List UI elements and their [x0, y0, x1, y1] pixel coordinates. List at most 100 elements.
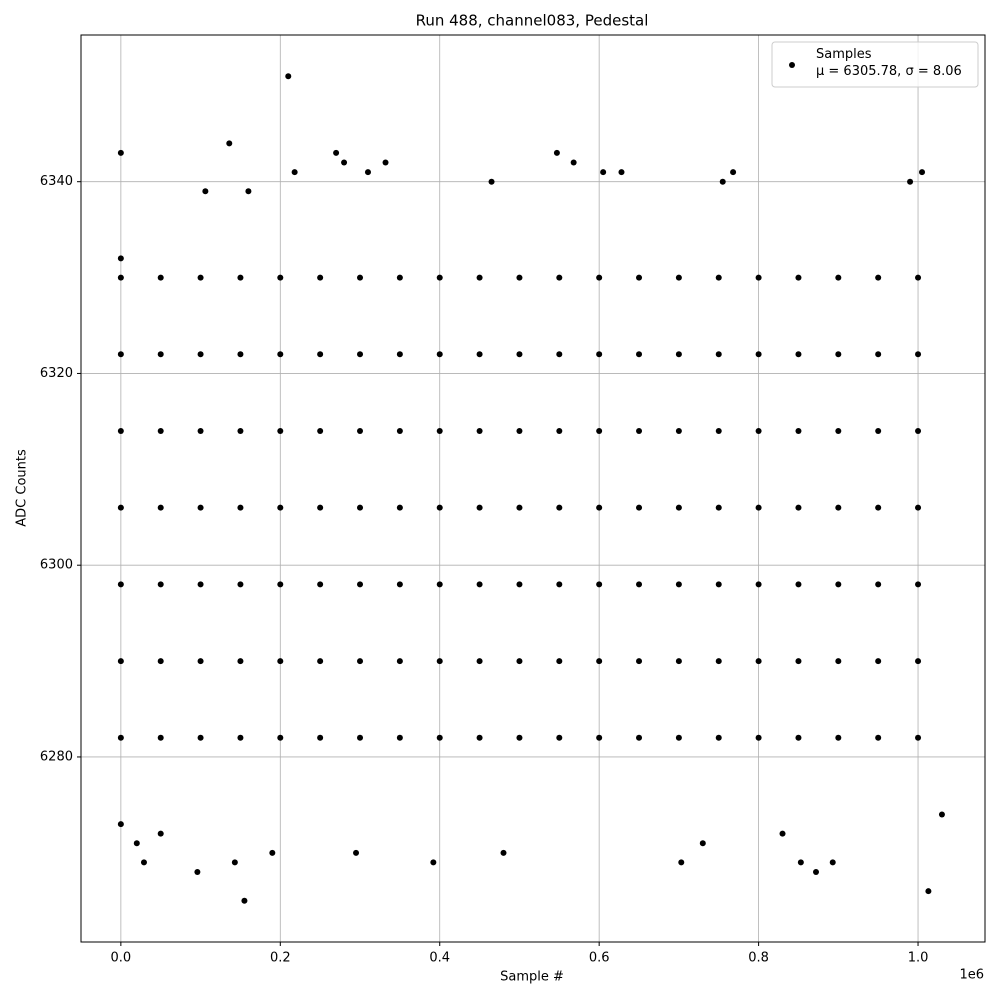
point: [556, 427, 563, 434]
point: [795, 274, 802, 281]
point: [596, 504, 603, 511]
point: [157, 581, 164, 588]
point: [636, 581, 643, 588]
point: [915, 427, 922, 434]
plot-frame: [80, 34, 986, 943]
x-offset-label: 1e6: [959, 968, 984, 983]
point: [795, 427, 802, 434]
point: [596, 427, 603, 434]
point: [357, 734, 364, 741]
point: [553, 149, 560, 156]
point: [197, 274, 204, 281]
point: [241, 897, 248, 904]
legend: Samples μ = 6305.78, σ = 8.06: [771, 41, 979, 88]
point: [237, 504, 244, 511]
point: [341, 159, 348, 166]
point: [364, 169, 371, 176]
point: [675, 734, 682, 741]
point: [194, 869, 201, 876]
point: [715, 581, 722, 588]
point: [556, 351, 563, 358]
point: [357, 581, 364, 588]
point: [436, 658, 443, 665]
point: [476, 427, 483, 434]
point: [596, 581, 603, 588]
point: [269, 849, 276, 856]
point: [317, 658, 324, 665]
point: [636, 734, 643, 741]
point: [277, 581, 284, 588]
point: [875, 734, 882, 741]
point: [755, 734, 762, 741]
point: [516, 658, 523, 665]
point: [197, 658, 204, 665]
y-tick-label: 6280: [40, 749, 73, 764]
y-tick-label: 6320: [40, 366, 73, 381]
point: [835, 581, 842, 588]
point: [570, 159, 577, 166]
point: [678, 859, 685, 866]
point: [382, 159, 389, 166]
point: [357, 658, 364, 665]
point: [915, 274, 922, 281]
point: [117, 351, 124, 358]
point: [596, 351, 603, 358]
point: [875, 351, 882, 358]
point: [133, 840, 140, 847]
grid: [81, 35, 985, 942]
point: [317, 351, 324, 358]
point: [231, 859, 238, 866]
point: [636, 351, 643, 358]
point: [202, 188, 209, 195]
point: [636, 504, 643, 511]
point: [317, 427, 324, 434]
point: [436, 734, 443, 741]
point: [237, 658, 244, 665]
point: [875, 274, 882, 281]
point: [715, 658, 722, 665]
point: [396, 734, 403, 741]
point: [157, 734, 164, 741]
x-tick-label: 0.2: [270, 951, 291, 966]
point: [117, 581, 124, 588]
point: [915, 734, 922, 741]
point: [436, 504, 443, 511]
points: [117, 73, 945, 904]
point: [907, 178, 914, 185]
point: [715, 351, 722, 358]
point: [157, 351, 164, 358]
point: [117, 734, 124, 741]
point: [600, 169, 607, 176]
point: [117, 658, 124, 665]
point: [117, 149, 124, 156]
point: [237, 351, 244, 358]
point: [157, 658, 164, 665]
point: [516, 274, 523, 281]
point: [237, 581, 244, 588]
point: [226, 140, 233, 147]
point: [556, 274, 563, 281]
point: [556, 581, 563, 588]
point: [675, 504, 682, 511]
point: [197, 734, 204, 741]
point: [755, 581, 762, 588]
point: [197, 581, 204, 588]
point: [277, 427, 284, 434]
point: [396, 351, 403, 358]
point: [237, 274, 244, 281]
point: [596, 734, 603, 741]
point: [915, 658, 922, 665]
point: [636, 427, 643, 434]
point: [117, 821, 124, 828]
point: [915, 351, 922, 358]
legend-box: [771, 41, 979, 88]
point: [596, 658, 603, 665]
x-tick-label: 0.4: [429, 951, 450, 966]
point: [476, 351, 483, 358]
legend-label: Samples μ = 6305.78, σ = 8.06: [816, 47, 962, 79]
point: [719, 178, 726, 185]
point: [812, 869, 819, 876]
point: [829, 859, 836, 866]
point: [117, 427, 124, 434]
